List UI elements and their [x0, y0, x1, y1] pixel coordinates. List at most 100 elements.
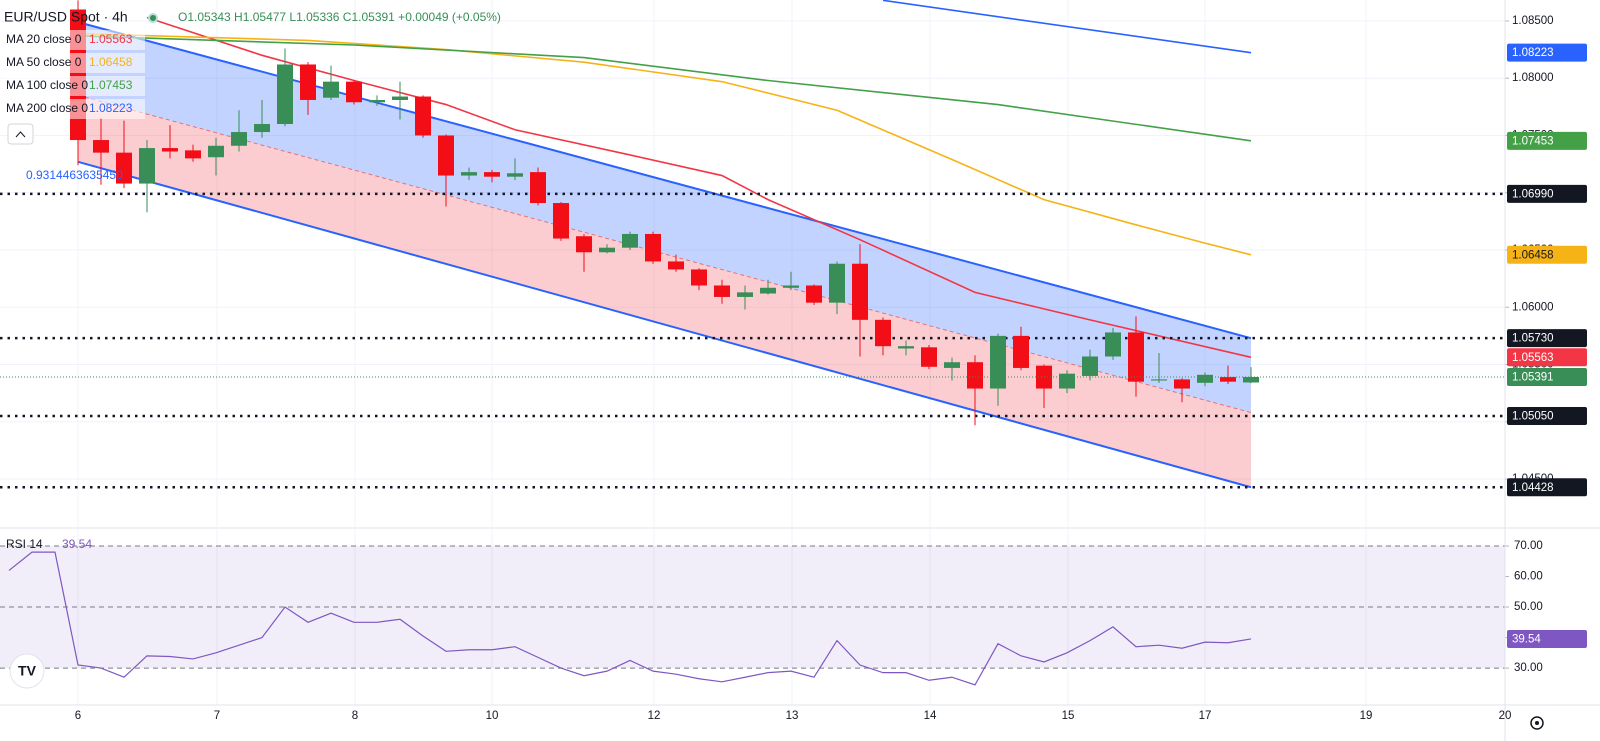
candle-body: [714, 285, 730, 297]
x-tick-label: 8: [352, 710, 358, 722]
candle-body: [484, 172, 500, 177]
candle-body: [346, 81, 362, 103]
candle-body: [1128, 332, 1144, 382]
price-badge: [1507, 131, 1587, 150]
price-badge: [1507, 245, 1587, 264]
price-badge: [1507, 348, 1587, 367]
candle-body: [1197, 374, 1213, 383]
candle-body: [599, 247, 615, 253]
channel-line: [77, 21, 1252, 340]
candle-body: [645, 233, 661, 262]
rsi-name: RSI 14: [6, 537, 43, 551]
candle-body: [760, 287, 776, 294]
legend-bg: [2, 76, 145, 96]
candle-body: [415, 96, 431, 136]
channel-upper-fill: [78, 22, 1251, 413]
price-badge-label: 1.05050: [1512, 411, 1554, 423]
price-badge-label: 1.05563: [1512, 352, 1554, 364]
price-pane: [0, 0, 1505, 527]
x-tick-label: 6: [75, 710, 81, 722]
candle-body: [1151, 379, 1167, 381]
legend-value: 1.08223: [89, 101, 133, 115]
candle-body: [139, 148, 155, 184]
candle-body: [990, 335, 1006, 389]
candle-body: [622, 233, 638, 248]
channel-line: [77, 160, 1252, 489]
price-badge: [1507, 367, 1587, 386]
rsi-pane: [0, 529, 1505, 705]
price-badge-label: 1.06990: [1512, 188, 1554, 200]
price-badge-label: 1.05730: [1512, 333, 1554, 345]
channel-lower-fill: [78, 95, 1251, 488]
rsi-y-tick-label: 60.00: [1514, 571, 1543, 583]
candle-body: [116, 152, 132, 184]
overlay: 1.045001.050001.055001.060001.065001.070…: [2, 9, 1587, 722]
candle-body: [553, 203, 569, 239]
price-badge-label: 1.05391: [1512, 372, 1554, 384]
candle-body: [1059, 373, 1075, 389]
candle-body: [1013, 335, 1029, 368]
x-tick-label: 19: [1360, 710, 1373, 722]
y-tick-label: 1.08500: [1512, 15, 1554, 27]
candle-body: [254, 124, 270, 133]
price-badge: [1507, 478, 1587, 497]
x-tick-label: 17: [1199, 710, 1212, 722]
legend-name: MA 50 close 0: [6, 55, 82, 69]
candle-body: [277, 64, 293, 125]
moving-average: [77, 35, 1252, 142]
x-tick-label: 12: [648, 710, 661, 722]
candle-body: [185, 150, 201, 159]
live-dot: [148, 13, 158, 23]
ohlc-text: O1.05343 H1.05477 L1.05336 C1.05391 +0.0…: [178, 10, 501, 24]
rsi-badge: [1507, 629, 1587, 648]
candle-body: [507, 173, 523, 177]
candle-body: [852, 263, 868, 320]
price-badge-label: 1.04428: [1512, 482, 1554, 494]
settings-button[interactable]: [1530, 716, 1544, 730]
candle-body: [898, 346, 914, 349]
moving-average: [882, 0, 1252, 54]
legend-bg: [2, 53, 145, 73]
legend-name: MA 100 close 0: [6, 78, 88, 92]
candle-body: [921, 347, 937, 367]
candle-body: [162, 148, 178, 152]
candle-body: [530, 172, 546, 204]
x-tick-label: 14: [924, 710, 937, 722]
collapse-button[interactable]: [7, 123, 34, 145]
price-badge: [1507, 184, 1587, 203]
candle-body: [944, 362, 960, 368]
candle-body: [70, 9, 86, 141]
candle-body: [576, 236, 592, 253]
candle-body: [461, 172, 477, 176]
channel-label: 0.9314463635450: [26, 168, 123, 182]
x-tick-label: 10: [486, 710, 499, 722]
candle-body: [967, 362, 983, 389]
rsi-y-tick-label: 30.00: [1514, 662, 1543, 674]
moving-average: [77, 32, 1252, 256]
price-badge: [1507, 407, 1587, 426]
symbol-title: EUR/USD Spot · 4h: [4, 9, 128, 25]
x-tick-label: 7: [214, 710, 220, 722]
candle-body: [1105, 332, 1121, 357]
svg-text:TV: TV: [18, 663, 37, 679]
legend-name: MA 20 close 0: [6, 32, 82, 46]
rsi-value: 39.54: [62, 537, 92, 551]
candle-body: [369, 99, 385, 103]
candle-body: [691, 269, 707, 286]
price-badge: [1507, 329, 1587, 348]
rsi-badge-label: 39.54: [1512, 633, 1541, 645]
tv-logo[interactable]: TV: [9, 653, 45, 689]
candle-body: [806, 285, 822, 303]
legend-value: 1.07453: [89, 78, 133, 92]
rsi-y-tick-label: 70.00: [1514, 540, 1543, 552]
price-badge-label: 1.07453: [1512, 135, 1554, 147]
moving-average: [146, 16, 1252, 359]
candle-body: [1174, 379, 1190, 389]
legend-value: 1.05563: [89, 32, 133, 46]
candle-body: [1220, 377, 1236, 382]
legend-name: MA 200 close 0: [6, 101, 88, 115]
candle-body: [1082, 356, 1098, 376]
candle-body: [829, 263, 845, 303]
legend-value: 1.06458: [89, 55, 133, 69]
